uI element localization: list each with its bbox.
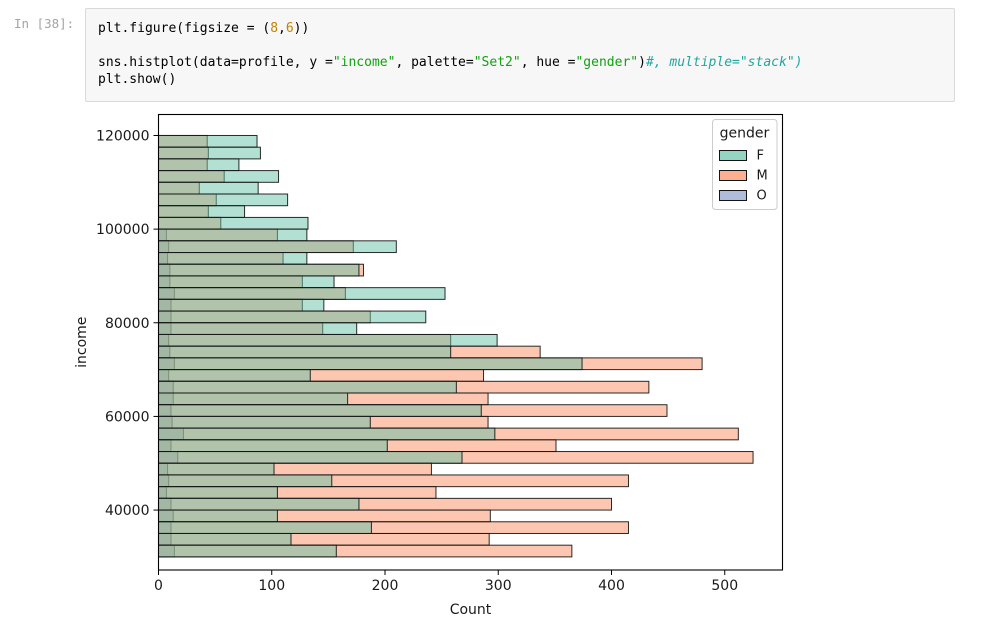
histogram-bar-F	[158, 532, 292, 546]
y-axis-label: income	[74, 317, 90, 368]
histogram-bar-F	[158, 216, 309, 230]
histogram-bar-F	[158, 509, 278, 523]
code-cell-input[interactable]: plt.figure(figsize = (8,6)) sns.histplot…	[85, 8, 955, 102]
histogram-bar-F	[158, 287, 446, 300]
histogram-bar-F	[158, 298, 325, 312]
histogram-bar-F	[158, 146, 261, 160]
code-line: plt.show()	[98, 72, 177, 87]
histogram-bar-F	[158, 474, 333, 488]
histogram-bar-F	[158, 158, 240, 172]
legend: gender FMO	[712, 119, 778, 210]
legend-swatch-M	[719, 170, 747, 181]
histogram-bar-F	[158, 240, 397, 254]
cell-execution-prompt: In [38]:	[14, 16, 75, 31]
histogram-bar-F	[158, 439, 388, 453]
histogram-bar-F	[158, 497, 360, 511]
x-tick-label: 200	[372, 578, 399, 594]
legend-swatch-O	[719, 190, 747, 201]
histogram-bar-F	[158, 451, 463, 464]
matplotlib-figure-output: 0 100 200 300 400 500 40000 60000 80000 100000 120…	[0, 102, 984, 624]
histogram-bar-F	[158, 170, 280, 183]
histogram-bars	[158, 134, 754, 558]
code-line: sns.histplot(data=profile, y ="income", …	[98, 55, 803, 70]
histogram-bar-F	[158, 322, 358, 335]
histogram-bar-F	[158, 275, 335, 289]
legend-label-M: M	[757, 169, 768, 184]
histogram-bar-F	[158, 345, 452, 359]
y-tick-label: 120000	[96, 128, 149, 144]
histogram-bar-F	[158, 462, 275, 476]
histogram-bar-F	[158, 333, 498, 347]
histogram-bar-F	[158, 357, 583, 371]
histogram-bar-F	[158, 310, 427, 324]
histogram-bar-F	[158, 544, 337, 558]
histogram-bar-F	[158, 205, 246, 218]
legend-swatch-F	[719, 150, 747, 161]
code-line	[98, 37, 942, 54]
histogram-bar-F	[158, 380, 457, 394]
y-tick-label: 100000	[96, 222, 149, 238]
histogram-bar-F	[158, 427, 496, 441]
x-tick-label: 100	[258, 578, 285, 594]
legend-box	[712, 119, 778, 210]
histogram-bar-F	[158, 228, 308, 242]
x-tick-label: 500	[711, 578, 738, 594]
histogram-bar-F	[158, 252, 308, 265]
x-tick-label: 300	[485, 578, 512, 594]
y-tick-label: 80000	[105, 316, 150, 332]
income-histogram-svg: 0 100 200 300 400 500 40000 60000 80000 100000 120…	[74, 113, 784, 618]
histogram-bar-F	[158, 181, 259, 195]
x-tick-label: 400	[598, 578, 625, 594]
histogram-bar-F	[158, 134, 258, 148]
code-line: plt.figure(figsize = (8,6))	[98, 21, 310, 36]
y-tick-label: 60000	[105, 409, 150, 425]
plot-border	[157, 113, 784, 571]
legend-title: gender	[720, 126, 770, 142]
x-tick-label: 0	[154, 578, 163, 594]
histogram-bar-F	[158, 404, 482, 417]
histogram-bar-F	[158, 263, 360, 277]
y-tick-label: 40000	[105, 503, 150, 519]
histogram-bar-F	[158, 486, 278, 499]
axis-ticks: 0 100 200 300 400 500 40000 60000 80000 100000 120…	[96, 128, 738, 594]
legend-label-O: O	[757, 189, 767, 204]
x-axis-label: Count	[450, 602, 492, 618]
histogram-bar-F	[158, 193, 289, 207]
histogram-bar-F	[158, 521, 372, 534]
histogram-bar-F	[158, 392, 349, 406]
legend-label-F: F	[757, 149, 764, 164]
histogram-bar-F	[158, 369, 311, 382]
histogram-bar-F	[158, 415, 371, 429]
